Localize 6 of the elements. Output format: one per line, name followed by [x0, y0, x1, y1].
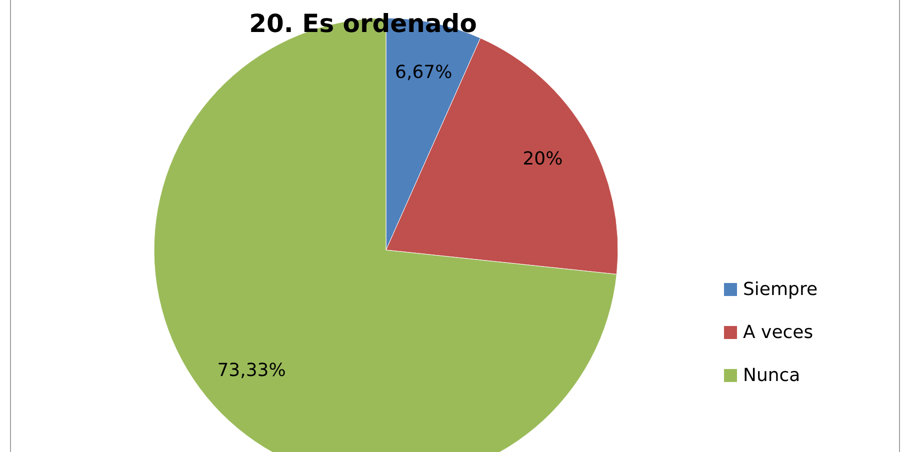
data-label: 20% — [522, 148, 563, 170]
data-label: 6,67% — [395, 62, 452, 83]
legend-label: Nunca — [743, 364, 800, 386]
data-label: 73,33% — [217, 360, 286, 381]
legend-label: A veces — [743, 322, 814, 343]
legend-label: Siempre — [743, 278, 818, 300]
